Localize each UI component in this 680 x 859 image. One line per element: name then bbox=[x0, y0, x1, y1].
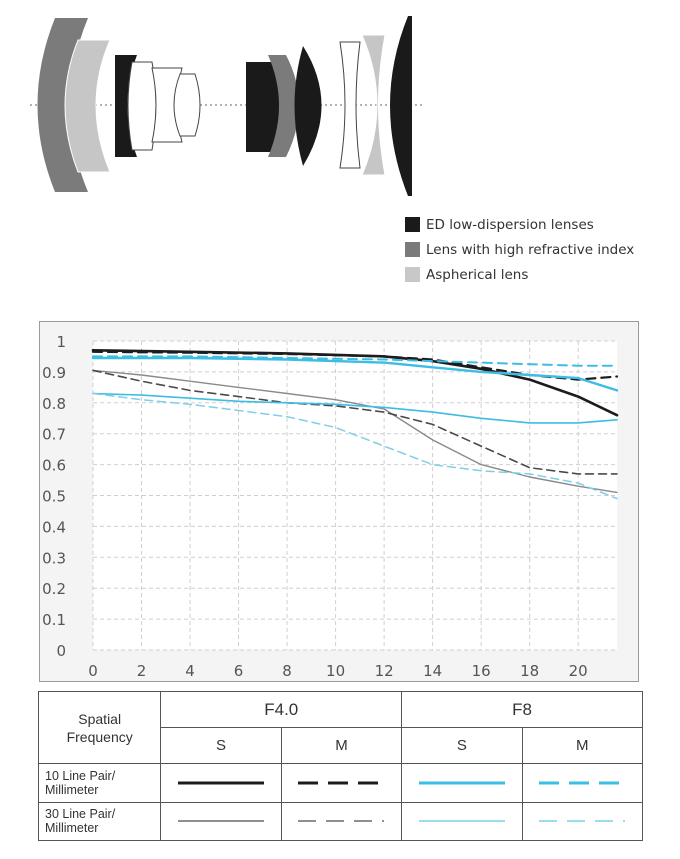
f40-header: F4.0 bbox=[160, 690, 403, 729]
series-line-s30_f4 bbox=[92, 369, 618, 494]
lens-element-1 bbox=[37, 18, 88, 192]
series-line-m10_f8 bbox=[92, 355, 618, 367]
f8-m-header: M bbox=[521, 727, 644, 765]
high-refractive-swatch bbox=[405, 242, 420, 257]
x-tick-label: 0 bbox=[88, 662, 98, 680]
key-10lp-f40-m bbox=[280, 763, 403, 803]
f40-s-header: S bbox=[160, 727, 282, 765]
x-tick-label: 2 bbox=[137, 662, 147, 680]
key-10lp-f8-s bbox=[401, 763, 523, 803]
lens-element-2 bbox=[64, 39, 111, 173]
lens-element-4 bbox=[127, 61, 157, 151]
y-tick-label: 0.9 bbox=[42, 364, 66, 382]
f8-s-header: S bbox=[401, 727, 523, 765]
aspherical-swatch bbox=[405, 267, 420, 282]
x-tick-label: 12 bbox=[375, 662, 394, 680]
lens-legend: ED low-dispersion lenses Lens with high … bbox=[405, 212, 634, 287]
y-tick-label: 0.8 bbox=[42, 395, 66, 413]
x-tick-label: 18 bbox=[520, 662, 539, 680]
mtf-chart-frame: 0 0.1 0.2 0.3 0.4 0.5 0.6 0.7 0.8 0.9 1 0 2 4 6 8 10 12 14… bbox=[39, 321, 639, 682]
key-10lp-f40-s bbox=[160, 763, 282, 803]
line-style-key-table: Spatial Frequency F4.0 F8 S M S M 10 Lin… bbox=[37, 690, 644, 842]
lens-element-9 bbox=[294, 46, 322, 166]
key-10lp-f8-m bbox=[521, 763, 644, 803]
x-tick-label: 10 bbox=[326, 662, 345, 680]
lens-element-10 bbox=[339, 41, 361, 169]
y-tick-label: 0.2 bbox=[42, 580, 66, 598]
key-30lp-f40-m bbox=[280, 801, 403, 842]
series-line-m30_f8 bbox=[92, 392, 618, 500]
legend-label-high-refractive: Lens with high refractive index bbox=[426, 241, 635, 258]
lens-element-12 bbox=[390, 16, 412, 196]
spatial-frequency-header: Spatial Frequency bbox=[37, 690, 162, 765]
legend-item-aspherical: Aspherical lens bbox=[405, 262, 634, 287]
y-tick-label: 0 bbox=[56, 642, 66, 660]
row-30lp-label: 30 Line Pair/ Millimeter bbox=[37, 801, 162, 842]
lens-element-6 bbox=[173, 73, 201, 137]
x-tick-label: 6 bbox=[234, 662, 244, 680]
y-tick-label: 0.7 bbox=[42, 426, 66, 444]
series-line-s10_f8 bbox=[91, 356, 619, 392]
f40-m-header: M bbox=[280, 727, 403, 765]
lens-element-11 bbox=[361, 34, 386, 176]
legend-label-aspherical: Aspherical lens bbox=[426, 266, 529, 283]
lens-element-7 bbox=[246, 62, 285, 152]
legend-item-ed: ED low-dispersion lenses bbox=[405, 212, 634, 237]
y-tick-label: 0.1 bbox=[42, 611, 66, 629]
x-tick-label: 20 bbox=[569, 662, 588, 680]
series-line-m30_f4 bbox=[92, 369, 618, 475]
y-tick-label: 0.4 bbox=[42, 518, 66, 536]
lens-diagram bbox=[30, 16, 425, 196]
key-30lp-f40-s bbox=[160, 801, 282, 842]
legend-item-high-refractive: Lens with high refractive index bbox=[405, 237, 634, 262]
x-tick-label: 4 bbox=[185, 662, 195, 680]
mtf-chart: 00.10.20.30.40.50.60.70.80.910 2 4 6 8 10 12 14… bbox=[42, 333, 619, 680]
f8-header: F8 bbox=[401, 690, 643, 729]
x-tick-label: 8 bbox=[282, 662, 292, 680]
series-line-s30_f8 bbox=[92, 392, 618, 424]
key-30lp-f8-s bbox=[401, 801, 523, 842]
x-tick-label: 14 bbox=[423, 662, 442, 680]
lens-element-8 bbox=[268, 55, 299, 157]
key-30lp-f8-m bbox=[521, 801, 644, 842]
row-10lp-label: 10 Line Pair/ Millimeter bbox=[37, 763, 162, 803]
lens-element-3 bbox=[115, 55, 137, 157]
spatial-frequency-label: Spatial Frequency bbox=[66, 710, 133, 745]
y-tick-label: 1 bbox=[56, 333, 66, 351]
y-tick-label: 0.3 bbox=[42, 549, 66, 567]
legend-label-ed: ED low-dispersion lenses bbox=[426, 216, 594, 233]
x-tick-label: 16 bbox=[472, 662, 491, 680]
ed-swatch bbox=[405, 217, 420, 232]
y-tick-label: 0.5 bbox=[42, 488, 66, 506]
y-tick-label: 0.6 bbox=[42, 457, 66, 475]
